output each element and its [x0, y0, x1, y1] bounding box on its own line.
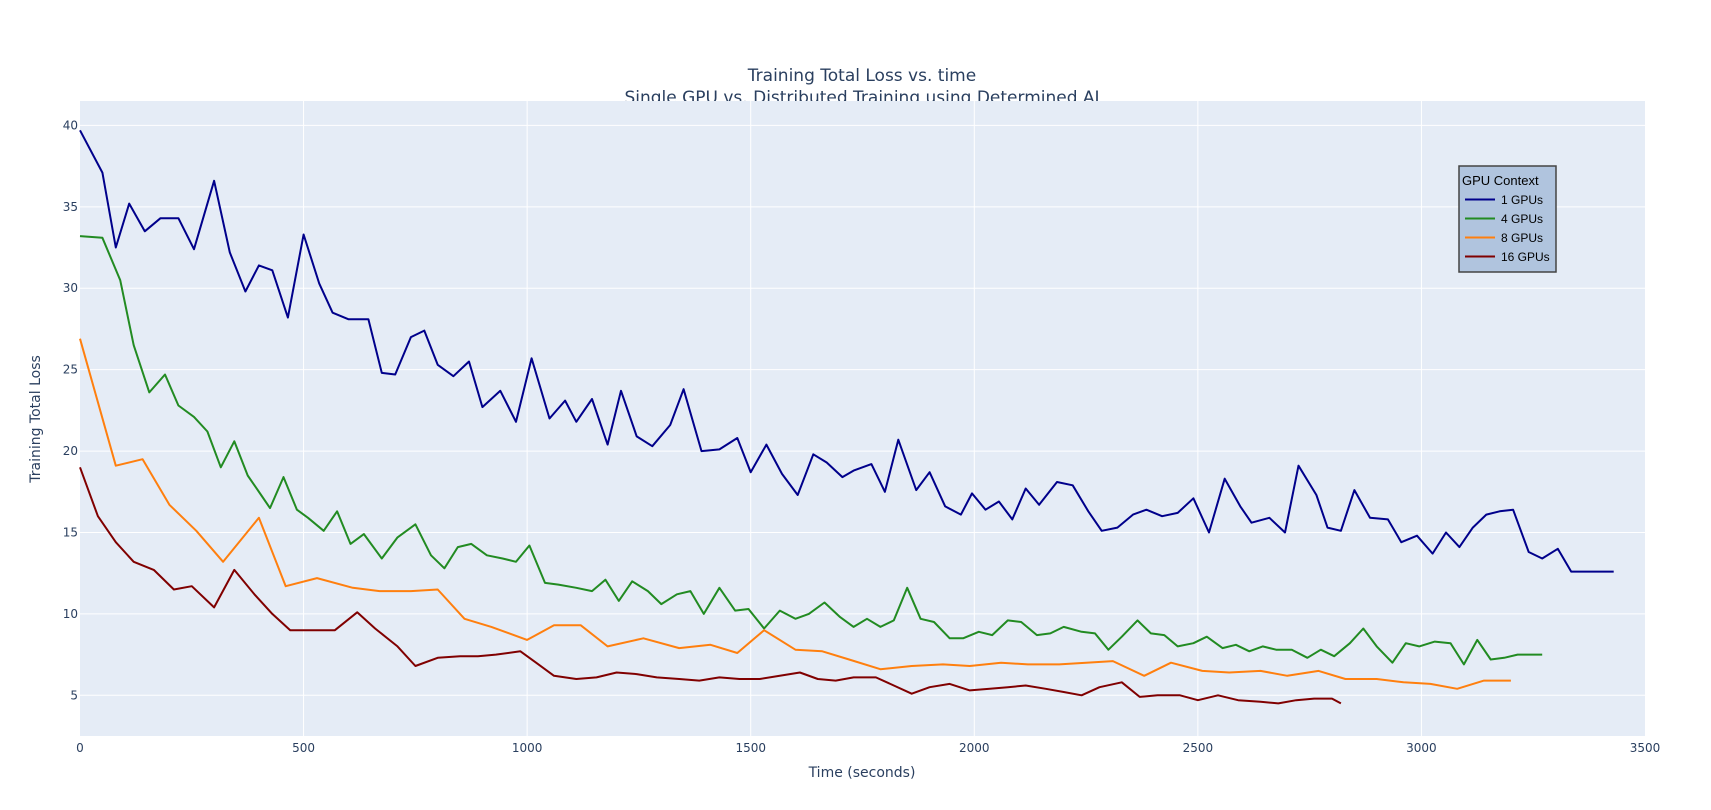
- legend-label: 1 GPUs: [1501, 193, 1543, 207]
- y-tick-label: 20: [63, 444, 78, 458]
- x-axis-title: Time (seconds): [808, 765, 916, 781]
- legend-items: 1 GPUs 4 GPUs 8 GPUs 16 GPUs: [1465, 193, 1550, 264]
- x-tick-label: 0: [76, 741, 84, 755]
- plot-area: [80, 101, 1645, 736]
- series-line-1: [79, 129, 1614, 573]
- legend-label: 16 GPUs: [1501, 250, 1550, 264]
- y-tick-label: 25: [63, 363, 78, 377]
- x-tick-label: 3000: [1406, 741, 1437, 755]
- series-line-3: [79, 338, 1511, 690]
- legend: GPU Context 1 GPUs 4 GPUs 8 GPUs 16 GPUs: [1458, 165, 1557, 273]
- x-tick-label: 3500: [1630, 741, 1661, 755]
- legend-item[interactable]: 4 GPUs: [1465, 212, 1543, 226]
- y-tick-label: 40: [63, 118, 78, 132]
- legend-item[interactable]: 8 GPUs: [1465, 231, 1543, 245]
- x-tick-label: 2500: [1183, 741, 1214, 755]
- x-tick-label: 500: [292, 741, 315, 755]
- x-tick-label: 2000: [959, 741, 990, 755]
- y-tick-label: 30: [63, 281, 78, 295]
- x-tick-label: 1500: [735, 741, 766, 755]
- y-tick-label: 10: [63, 607, 78, 621]
- y-tick-label: 15: [63, 525, 78, 539]
- legend-title: GPU Context: [1462, 173, 1539, 188]
- chart-title: Training Total Loss vs. time: [747, 66, 976, 86]
- y-axis-title: Training Total Loss: [28, 355, 44, 484]
- legend-box: [1458, 165, 1557, 273]
- legend-item[interactable]: 1 GPUs: [1465, 193, 1543, 207]
- series-line-2: [79, 235, 1543, 666]
- legend-item[interactable]: 16 GPUs: [1465, 250, 1550, 264]
- tick-labels: 0 500 1000 1500 2000 2500 3000 3500 5 10 15 20 25 30 3…: [63, 118, 1661, 755]
- grid: [80, 101, 1645, 736]
- series-line-4: [79, 466, 1342, 705]
- series-lines: [79, 129, 1614, 705]
- legend-label: 4 GPUs: [1501, 212, 1543, 226]
- legend-label: 8 GPUs: [1501, 231, 1543, 245]
- y-tick-label: 5: [70, 688, 78, 702]
- y-tick-label: 35: [63, 200, 78, 214]
- x-tick-label: 1000: [512, 741, 543, 755]
